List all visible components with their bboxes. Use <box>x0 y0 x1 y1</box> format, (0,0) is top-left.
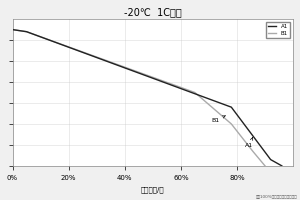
Text: B1: B1 <box>212 116 225 123</box>
Text: A1: A1 <box>245 137 253 148</box>
Text: 注：100%容量为常温下参考容量: 注：100%容量为常温下参考容量 <box>255 194 297 198</box>
Title: -20℃  1C放电: -20℃ 1C放电 <box>124 7 182 17</box>
X-axis label: 循环次数/次: 循环次数/次 <box>141 186 165 193</box>
Legend: A1, B1: A1, B1 <box>266 22 290 38</box>
